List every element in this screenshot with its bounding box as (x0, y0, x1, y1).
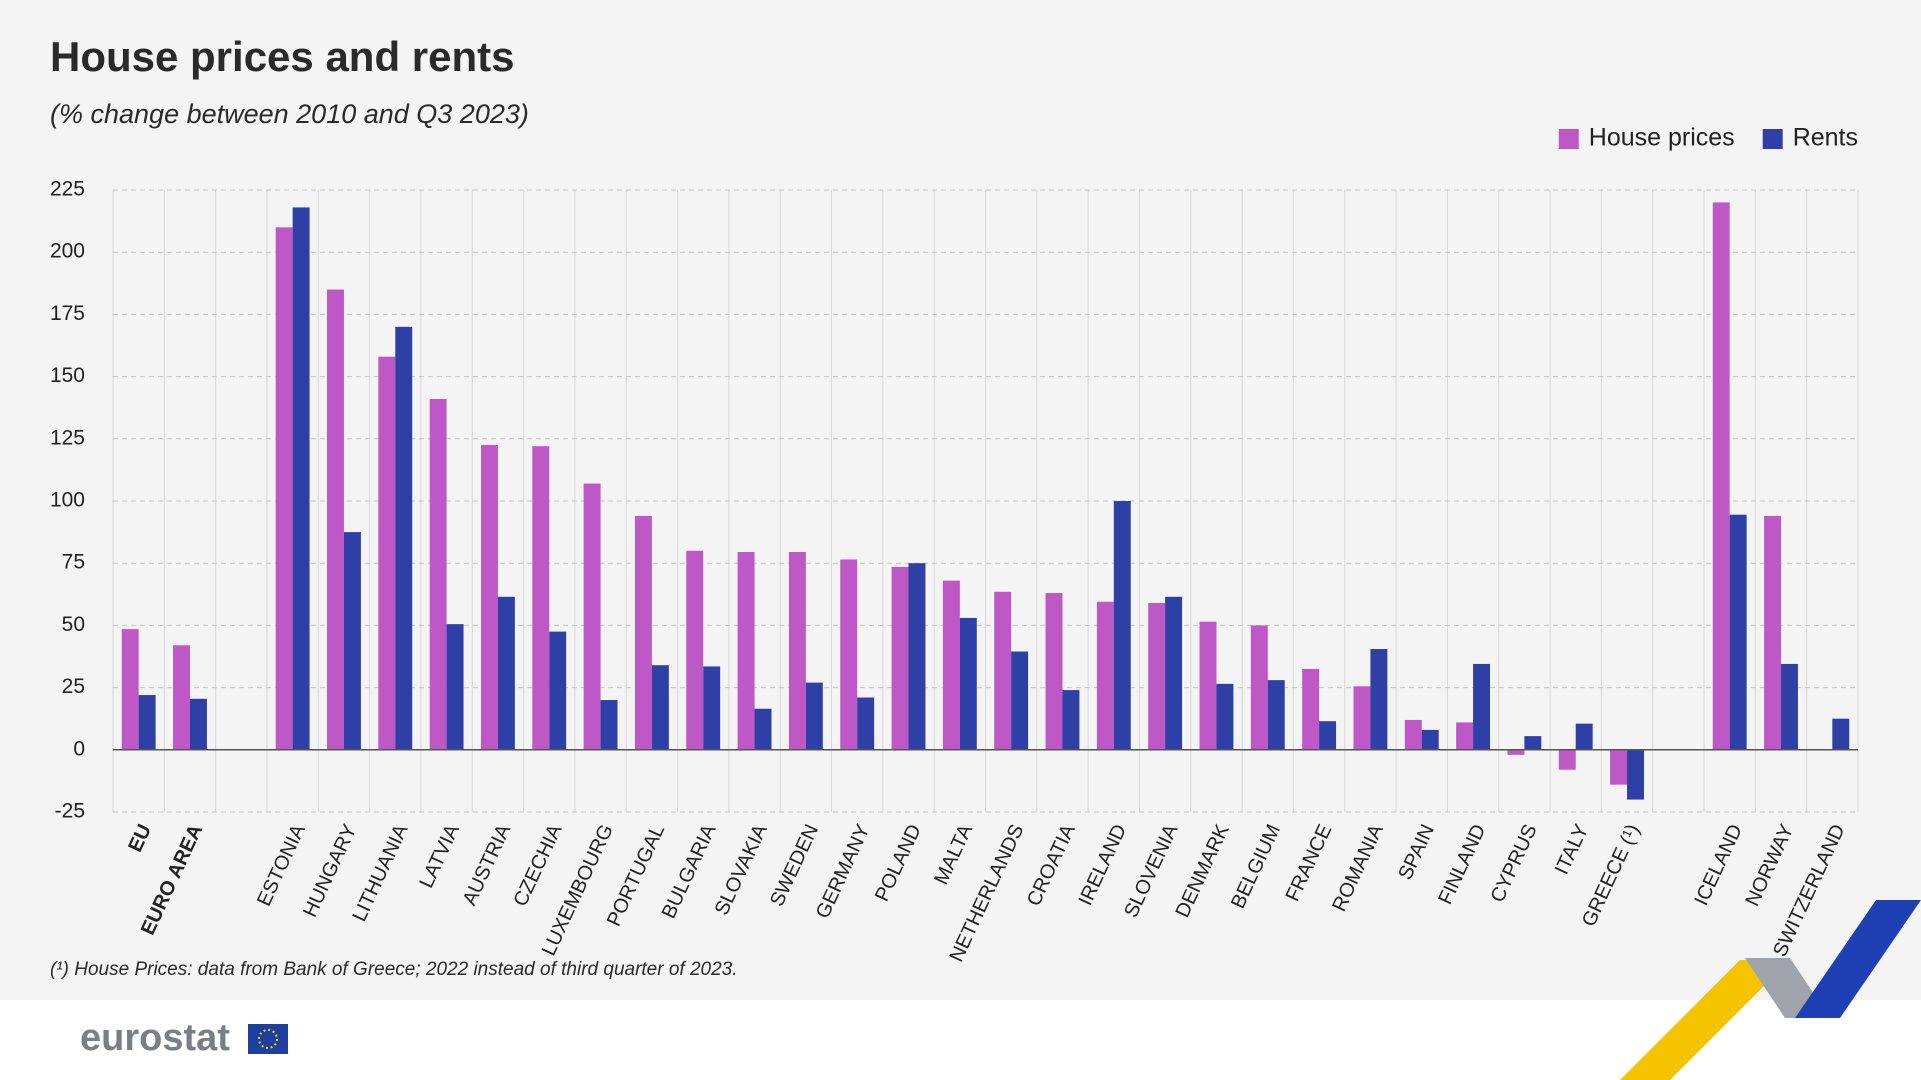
bar (1627, 749, 1644, 800)
y-tick-label: 175 (50, 302, 85, 325)
bar (1096, 601, 1114, 750)
bar (446, 624, 464, 750)
bar (378, 356, 396, 750)
decoration (1620, 900, 1921, 1080)
legend-label: House prices (1589, 124, 1735, 152)
bar (1370, 649, 1388, 750)
bar (1199, 621, 1217, 750)
bar (1045, 593, 1063, 750)
y-tick-label: 0 (73, 737, 85, 760)
bar (1524, 736, 1542, 750)
bar (1011, 651, 1029, 750)
legend-label: Rents (1793, 124, 1858, 152)
bar (1319, 721, 1337, 750)
bar (429, 398, 447, 750)
bar (1781, 663, 1798, 750)
bar (959, 617, 977, 750)
bar (703, 666, 721, 750)
y-tick-label: 200 (50, 240, 85, 263)
bar (754, 708, 772, 750)
chart-title: House prices and rents (50, 33, 514, 80)
bar (788, 552, 806, 750)
bar (1832, 718, 1850, 750)
bar (651, 665, 669, 750)
bar (1421, 729, 1439, 750)
bar (1404, 719, 1422, 750)
bar (994, 591, 1012, 750)
bar (1456, 722, 1474, 750)
logo: eurostat (80, 1017, 230, 1059)
bar (480, 445, 498, 750)
y-tick-label: -25 (55, 800, 85, 823)
legend-swatch (1558, 129, 1579, 149)
bar (343, 532, 361, 750)
bar (1062, 690, 1080, 750)
eu-flag (248, 1024, 288, 1054)
bar (737, 552, 755, 750)
bar (600, 700, 618, 750)
bar (857, 697, 875, 750)
bar (1712, 202, 1730, 750)
y-tick-label: 25 (62, 675, 85, 698)
bar (1507, 749, 1525, 755)
bar (1473, 663, 1491, 750)
bar (532, 446, 550, 750)
bar (583, 483, 601, 750)
legend-swatch (1762, 129, 1783, 149)
bar (891, 566, 909, 750)
y-tick-label: 125 (50, 426, 85, 449)
bar (942, 580, 960, 750)
bar (634, 515, 652, 750)
bar (121, 629, 139, 750)
bar (1353, 686, 1371, 750)
y-tick-label: 75 (62, 551, 85, 574)
bar (908, 563, 926, 750)
y-tick-label: 150 (50, 364, 85, 387)
chart-subtitle: (% change between 2010 and Q3 2023) (50, 99, 529, 129)
bar (1113, 501, 1131, 750)
y-tick-label: 50 (62, 613, 85, 636)
bar (840, 559, 858, 750)
bar (1764, 515, 1782, 750)
bar (292, 207, 310, 750)
bar (1267, 680, 1285, 750)
footnote: (¹) House Prices: data from Bank of Gree… (50, 959, 738, 980)
bar (1575, 723, 1593, 750)
chart-background (0, 0, 1921, 1000)
bar (138, 695, 156, 750)
y-tick-label: 100 (50, 489, 85, 512)
bar (1216, 683, 1234, 750)
bar (1165, 596, 1183, 750)
bar (189, 698, 207, 750)
bar (395, 326, 413, 750)
bar (1250, 625, 1268, 750)
bar (327, 289, 344, 750)
bar (686, 550, 704, 750)
bar (1302, 668, 1320, 750)
bar (1558, 749, 1576, 770)
bar (1148, 603, 1166, 750)
y-tick-label: 225 (50, 178, 85, 201)
bar (275, 227, 293, 750)
bar (805, 682, 823, 750)
bar (1729, 514, 1747, 750)
bar (497, 596, 515, 750)
bar (173, 645, 190, 750)
bar (1610, 749, 1628, 785)
bar (549, 631, 567, 750)
